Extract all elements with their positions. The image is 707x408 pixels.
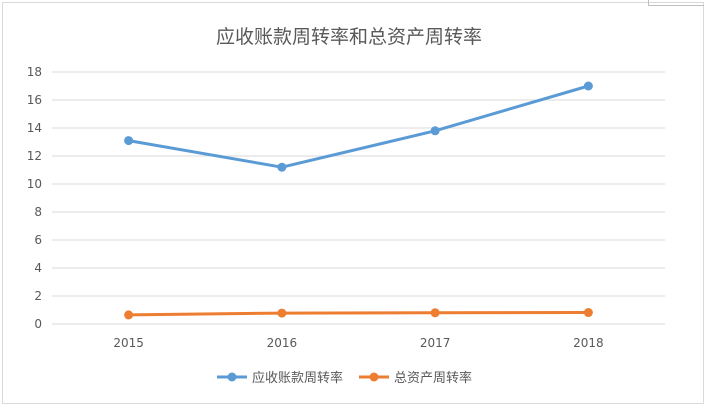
x-tick-label: 2017: [420, 336, 451, 350]
legend-label: 总资产周转率: [394, 370, 472, 386]
data-point: [583, 308, 593, 318]
x-axis-ticks: 2015 2016 2017 2018: [113, 336, 603, 350]
y-tick-label: 4: [34, 261, 42, 275]
y-tick-label: 0: [34, 317, 42, 331]
series-line-1: [127, 84, 590, 169]
series-line-2: [127, 311, 590, 317]
y-tick-label: 6: [34, 233, 42, 247]
x-tick-label: 2016: [267, 336, 298, 350]
y-tick-label: 18: [27, 65, 42, 79]
y-tick-label: 2: [34, 289, 42, 303]
legend-swatch-marker: [227, 372, 237, 382]
data-point: [124, 136, 134, 146]
y-tick-label: 8: [34, 205, 42, 219]
data-point: [430, 308, 440, 318]
y-tick-label: 12: [27, 149, 42, 163]
chart-frame: [2, 2, 704, 404]
data-point: [124, 310, 134, 320]
y-tick-label: 10: [27, 177, 42, 191]
legend-label: 应收账款周转率: [252, 370, 343, 386]
data-point: [583, 81, 593, 91]
series-layer: [124, 81, 593, 320]
chart-title: 应收账款周转率和总资产周转率: [216, 26, 482, 48]
window-corner-mark: [648, 0, 704, 6]
y-tick-label: 16: [27, 93, 42, 107]
y-tick-label: 14: [27, 121, 42, 135]
y-axis-ticks: 0 2 4 6 8 10 12 14 16 18: [27, 65, 42, 331]
legend-swatch-marker: [369, 372, 379, 382]
gridlines: [52, 71, 665, 325]
data-point: [277, 162, 287, 172]
legend: 应收账款周转率 总资产周转率: [217, 370, 472, 386]
data-point: [430, 126, 440, 136]
data-point: [277, 308, 287, 318]
x-tick-label: 2015: [113, 336, 144, 350]
x-tick-label: 2018: [573, 336, 604, 350]
